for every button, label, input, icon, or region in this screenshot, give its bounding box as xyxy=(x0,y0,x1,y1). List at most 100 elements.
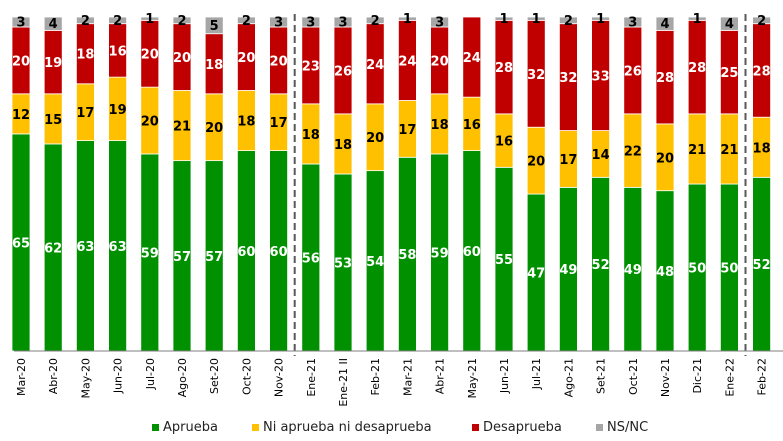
data-label-ni-aprueba-ni-desaprueba: 22 xyxy=(624,145,642,160)
bar-segment-ns-nc xyxy=(591,16,610,21)
bar-group-nov-20: 60 17 20 3 xyxy=(269,16,289,352)
data-label-ni-aprueba-ni-desaprueba: 14 xyxy=(592,148,610,163)
legend-label: NS/NC xyxy=(607,420,649,435)
data-label-ns-nc: 3 xyxy=(628,16,637,31)
data-label-ns-nc: 4 xyxy=(49,17,58,32)
data-label-ni-aprueba-ni-desaprueba: 18 xyxy=(302,128,320,143)
data-label-aprueba: 52 xyxy=(753,258,771,273)
legend-item-aprueba: Aprueba xyxy=(152,420,218,435)
x-tick-label: Ene-22 xyxy=(723,358,736,397)
data-label-ns-nc: 1 xyxy=(145,12,154,27)
data-label-desaprueba: 32 xyxy=(559,71,577,86)
data-label-aprueba: 52 xyxy=(592,258,610,273)
bar-group-ene-21-ii: 53 18 26 3 xyxy=(333,16,353,352)
data-label-ni-aprueba-ni-desaprueba: 20 xyxy=(366,131,384,146)
stacked-bar-chart: 6512203621519463171826319162592020157212… xyxy=(11,12,783,407)
bar-group-abr-20: 62 15 19 4 xyxy=(43,16,63,352)
data-label-ns-nc: 2 xyxy=(371,14,380,29)
data-label-aprueba: 49 xyxy=(624,263,642,278)
legend-item-ns-nc: NS/NC xyxy=(596,420,648,435)
data-label-ns-nc: 2 xyxy=(177,14,186,29)
bar-segment-ns-nc xyxy=(140,16,160,21)
data-label-desaprueba: 25 xyxy=(720,66,738,81)
data-label-aprueba: 60 xyxy=(270,245,288,260)
x-tick-label: Mar-20 xyxy=(15,358,28,396)
bars-layer: 6512203621519463171826319162592020157212… xyxy=(11,12,771,352)
x-tick-label: Mar-21 xyxy=(401,358,414,396)
data-label-ni-aprueba-ni-desaprueba: 21 xyxy=(720,143,738,158)
bar-group-oct-20: 60 18 20 2 xyxy=(236,14,256,352)
data-label-aprueba: 49 xyxy=(559,263,577,278)
data-label-desaprueba: 23 xyxy=(302,59,320,74)
data-label-desaprueba: 18 xyxy=(76,48,94,63)
bar-group-jun-21: 55 16 28 1 xyxy=(494,12,514,352)
bar-segment-ns-nc xyxy=(687,16,707,21)
x-tick-label: Ene-21 xyxy=(305,358,318,397)
legend-swatch xyxy=(596,424,603,431)
data-label-ni-aprueba-ni-desaprueba: 18 xyxy=(431,118,449,133)
data-label-ni-aprueba-ni-desaprueba: 17 xyxy=(76,106,94,121)
x-axis-labels: Mar-20 Abr-20 May-20 Jun-20 Jul-20 Ago-20 Set-… xyxy=(15,358,769,407)
bar-segment-ns-nc xyxy=(365,16,385,25)
x-tick-label: Ago-20 xyxy=(176,358,189,397)
bar-group-set-21: 52 14 33 1 xyxy=(591,12,610,352)
data-label-ns-nc: 1 xyxy=(532,12,541,27)
bar-segment-ns-nc xyxy=(494,16,514,21)
bar-segment-ns-nc xyxy=(655,16,675,31)
data-label-ni-aprueba-ni-desaprueba: 17 xyxy=(559,153,577,168)
data-label-ni-aprueba-ni-desaprueba: 18 xyxy=(334,138,352,153)
data-label-aprueba: 50 xyxy=(688,262,706,277)
data-label-ni-aprueba-ni-desaprueba: 19 xyxy=(109,103,127,118)
data-label-ni-aprueba-ni-desaprueba: 18 xyxy=(237,115,255,130)
legend-swatch xyxy=(152,424,159,431)
data-label-ni-aprueba-ni-desaprueba: 20 xyxy=(141,115,159,130)
legend-swatch xyxy=(252,424,259,431)
x-tick-label: Set-20 xyxy=(208,358,221,394)
bar-group-abr-21: 59 18 20 3 xyxy=(430,16,450,352)
bar-segment-ns-nc xyxy=(108,16,127,25)
bar-group-jun-20: 63 19 16 2 xyxy=(108,14,127,352)
legend-label: Aprueba xyxy=(163,420,218,435)
data-label-desaprueba: 28 xyxy=(656,71,674,86)
bar-group-feb-21: 54 20 24 2 xyxy=(365,14,385,352)
data-label-ns-nc: 1 xyxy=(499,12,508,27)
legend-item-desaprueba: Desaprueba xyxy=(472,420,562,435)
data-label-desaprueba: 26 xyxy=(624,64,642,79)
data-label-aprueba: 59 xyxy=(141,246,159,261)
data-label-aprueba: 63 xyxy=(109,240,127,255)
data-label-aprueba: 56 xyxy=(302,251,320,266)
data-label-ni-aprueba-ni-desaprueba: 16 xyxy=(463,118,481,133)
data-label-desaprueba: 24 xyxy=(463,51,481,66)
bar-group-ene-21: 56 18 23 3 xyxy=(301,16,321,352)
data-label-desaprueba: 24 xyxy=(398,54,416,69)
bar-group-jul-21: 47 20 32 1 xyxy=(526,12,546,352)
data-label-ns-nc: 3 xyxy=(306,16,315,31)
bar-group-set-20: 57 20 18 5 xyxy=(204,16,224,352)
x-tick-label: May-20 xyxy=(79,358,92,399)
data-label-desaprueba: 20 xyxy=(12,54,30,69)
x-tick-label: Nov-21 xyxy=(659,358,672,397)
data-label-ns-nc: 2 xyxy=(81,14,90,29)
x-tick-label: Oct-21 xyxy=(627,358,640,395)
data-label-desaprueba: 33 xyxy=(592,69,610,84)
data-label-aprueba: 55 xyxy=(495,253,513,268)
x-tick-label: Feb-21 xyxy=(369,358,382,395)
data-label-ni-aprueba-ni-desaprueba: 21 xyxy=(173,120,191,135)
data-label-desaprueba: 26 xyxy=(334,64,352,79)
x-tick-label: Oct-20 xyxy=(240,358,253,395)
x-tick-label: May-21 xyxy=(466,358,479,399)
bar-segment-ns-nc xyxy=(623,16,643,28)
data-label-ni-aprueba-ni-desaprueba: 20 xyxy=(656,151,674,166)
bar-group-dic-21: 50 21 28 1 xyxy=(687,12,707,352)
x-tick-label: Jun-20 xyxy=(112,358,125,394)
data-label-desaprueba: 18 xyxy=(205,58,223,73)
data-label-ns-nc: 3 xyxy=(16,16,25,31)
bar-segment-ns-nc xyxy=(397,16,417,21)
data-label-ns-nc: 3 xyxy=(435,16,444,31)
x-tick-label: Abr-20 xyxy=(47,358,60,394)
data-label-desaprueba: 24 xyxy=(366,58,384,73)
x-tick-label: Jun-21 xyxy=(498,358,511,394)
bar-group-oct-21: 49 22 26 3 xyxy=(623,16,643,352)
bar-segment-ns-nc xyxy=(43,16,63,31)
data-label-aprueba: 47 xyxy=(527,267,545,282)
